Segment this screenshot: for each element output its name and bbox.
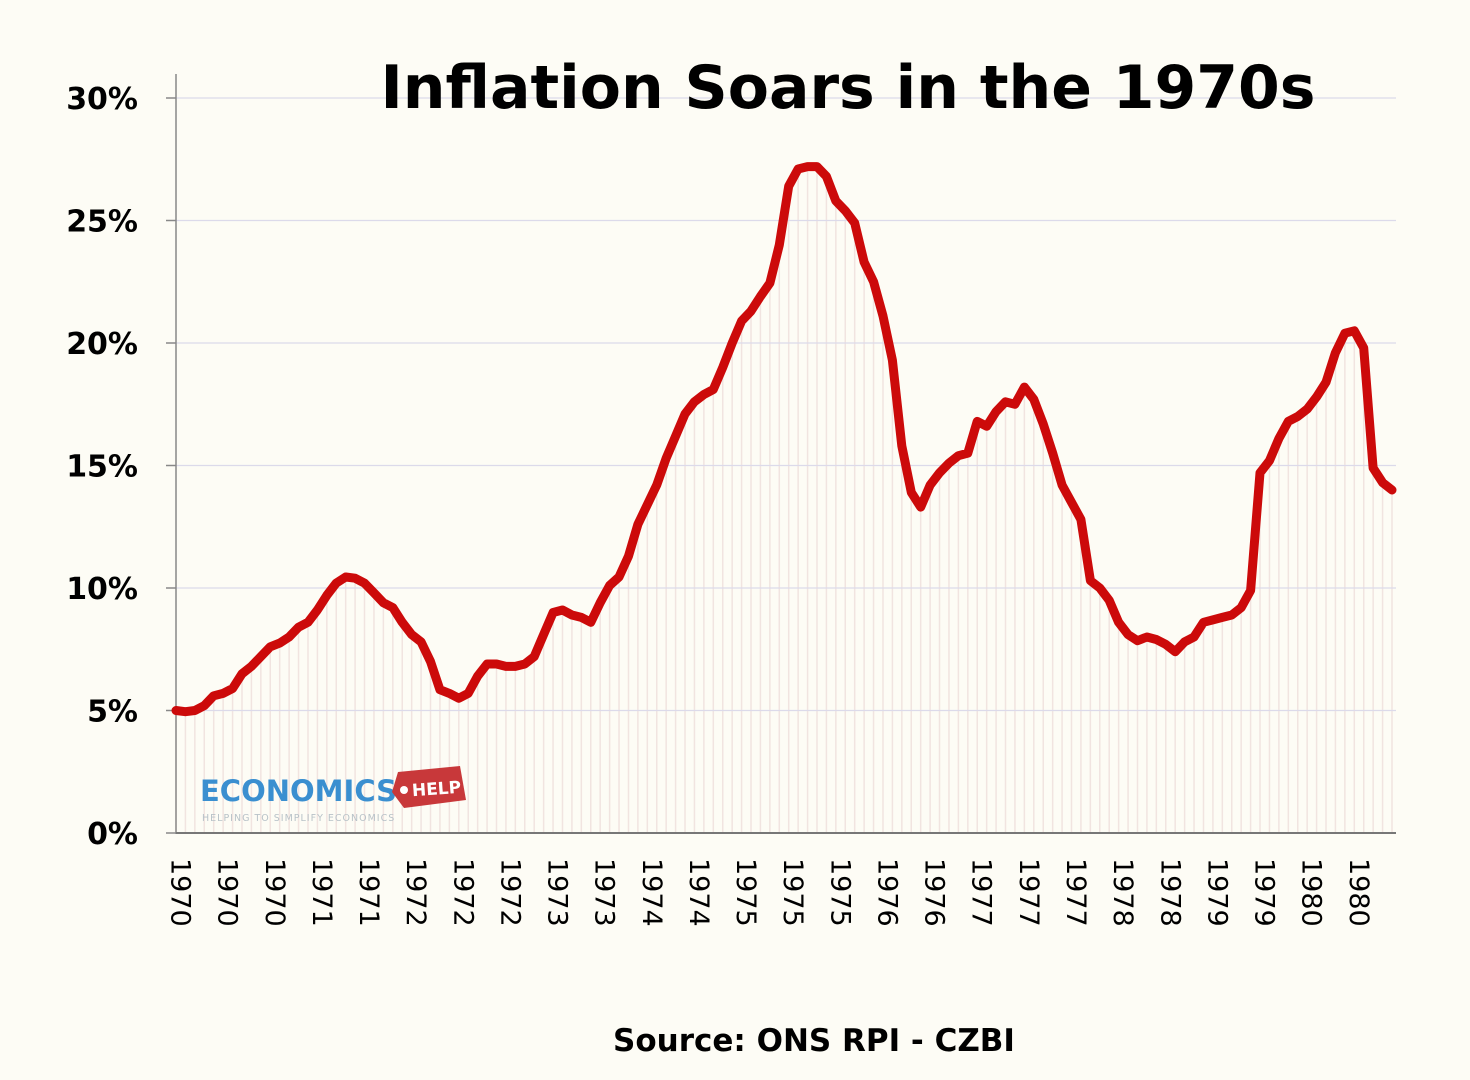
x-tick-label: 1975 xyxy=(730,858,761,927)
x-tick-label: 1972 xyxy=(494,858,525,927)
x-tick-label: 1979 xyxy=(1249,858,1280,927)
logo-tag-hole xyxy=(400,786,408,794)
x-tick-label: 1976 xyxy=(919,858,950,927)
x-tick-label: 1970 xyxy=(165,858,196,927)
logo-subtitle: HELPING TO SIMPLIFY ECONOMICS xyxy=(202,813,395,824)
x-tick-label: 1971 xyxy=(353,858,384,927)
inflation-series-line xyxy=(171,162,1397,717)
logo-tag-shape xyxy=(392,766,466,808)
y-tick-label: 0% xyxy=(87,817,138,852)
x-tick-label: 1977 xyxy=(1060,858,1091,927)
x-tick-label: 1980 xyxy=(1296,858,1327,927)
x-tick-label: 1977 xyxy=(966,858,997,927)
x-tick-label: 1975 xyxy=(824,858,855,927)
x-tick-label: 1971 xyxy=(306,858,337,927)
x-tick-label: 1980 xyxy=(1343,858,1374,927)
x-tick-label: 1979 xyxy=(1201,858,1232,927)
x-tick-label: 1972 xyxy=(447,858,478,927)
x-tick-label: 1970 xyxy=(259,858,290,927)
y-tick-label: 20% xyxy=(66,327,138,362)
x-tick-label: 1972 xyxy=(400,858,431,927)
x-tick-label: 1977 xyxy=(1013,858,1044,927)
x-tick-label: 1970 xyxy=(212,858,243,927)
y-tick-label: 10% xyxy=(66,572,138,607)
x-tick-label: 1975 xyxy=(777,858,808,927)
y-tick-label: 30% xyxy=(66,82,138,117)
chart-title: Inflation Soars in the 1970s xyxy=(380,53,1315,123)
x-tick-label: 1978 xyxy=(1154,858,1185,927)
economics-help-logo: ECONOMICS HELP HELPING TO SIMPLIFY ECONO… xyxy=(200,766,466,824)
source-note: Source: ONS RPI - CZBI xyxy=(613,1023,1015,1059)
x-tick-label: 1973 xyxy=(542,858,573,927)
logo-text: ECONOMICS xyxy=(200,774,397,808)
x-axis-ticks: 1970 1970 1970 1971 1971 1972 1972 1972 1973 1973… xyxy=(165,858,1374,927)
x-tick-label: 1978 xyxy=(1107,858,1138,927)
y-tick-label: 25% xyxy=(66,205,138,240)
y-tick-label: 5% xyxy=(87,695,138,730)
y-tick-label: 15% xyxy=(66,450,138,485)
x-tick-label: 1974 xyxy=(636,858,667,927)
month-stripes xyxy=(175,166,1393,833)
x-tick-label: 1974 xyxy=(683,858,714,927)
logo-tag-text: HELP xyxy=(411,778,461,801)
x-tick-label: 1973 xyxy=(589,858,620,927)
x-tick-label: 1976 xyxy=(871,858,902,927)
y-axis-ticks: 0% 5% 10% 15% 20% 25% 30% xyxy=(66,82,176,852)
